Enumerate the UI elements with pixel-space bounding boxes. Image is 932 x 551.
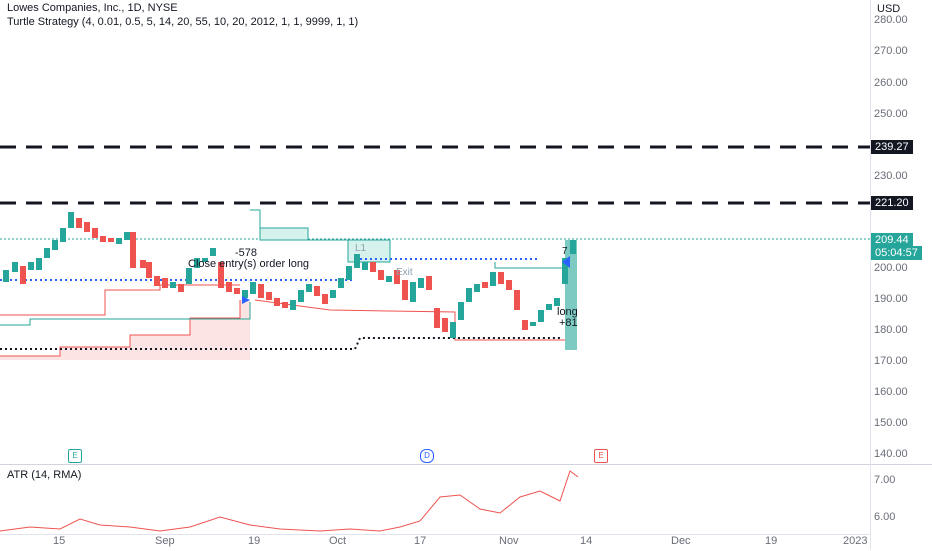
atr-chart [0,470,579,532]
atr-line [0,470,579,532]
earnings-icon[interactable]: E [68,449,82,463]
time-tick: Oct [329,535,347,547]
price-tick: 250.00 [874,108,908,120]
countdown-tag: 05:04:57 [871,246,922,260]
symbol-title[interactable]: Lowes Companies, Inc., 1D, NYSE [7,2,178,14]
breakout-box [259,227,309,241]
price-pane[interactable]: Lowes Companies, Inc., 1D, NYSE Turtle S… [0,0,870,464]
trade-exit-label: Exit [396,267,413,278]
trade-pnl-long: +81 [559,317,578,329]
atr-pane[interactable]: ATR (14, RMA) [0,465,870,535]
price-tick: 180.00 [874,324,908,336]
level-low-tag: 221.20 [871,196,913,210]
channel-low-line-1 [0,300,241,357]
time-tick: Nov [499,535,519,547]
atr-tick: 7.00 [874,474,896,486]
time-tick: 14 [580,535,593,547]
earnings-upcoming-icon[interactable]: E [594,449,608,463]
price-tick: 280.00 [874,14,908,26]
trade-long-label: long [557,306,578,318]
time-tick: 19 [248,535,261,547]
time-axis[interactable] [0,534,870,551]
atr-tick: 6.00 [874,511,896,523]
price-tick: 260.00 [874,77,908,89]
channel-green-line-2 [494,262,565,269]
stop-red-line [254,299,565,341]
black-channel-line [0,337,560,350]
last-price-tag: 209.44 [871,233,913,247]
strategy-label[interactable]: Turtle Strategy (4, 0.01, 0.5, 5, 14, 20… [7,16,359,28]
trade-entry-label: L1 [355,243,367,254]
candles [3,212,576,338]
exit-arrow [242,296,250,304]
time-tick: Sep [155,535,175,547]
time-tick: 15 [53,535,66,547]
entry-arrow [562,256,570,268]
price-tick: 150.00 [874,417,908,429]
time-tick: Dec [671,535,691,547]
trade-close-text: Close entry(s) order long [188,258,310,270]
price-tick: 270.00 [874,45,908,57]
pane-separator[interactable] [0,464,932,465]
price-tick: 170.00 [874,355,908,367]
price-tick: 160.00 [874,386,908,398]
level-high-tag: 239.27 [871,140,913,154]
price-axis[interactable]: USD [870,0,932,550]
price-tick: 140.00 [874,448,908,460]
short-fill [0,300,250,360]
currency-label: USD [877,3,901,15]
dividend-icon[interactable]: D [420,449,434,463]
channel-green-line [0,302,251,326]
price-tick: 230.00 [874,170,908,182]
trade-marker-text: 7 [562,246,568,257]
trade-pnl-close: -578 [235,247,258,259]
time-tick: 2023 [843,535,868,547]
price-tick: 200.00 [874,262,908,274]
channel-low-line-2 [0,284,240,316]
price-tick: 190.00 [874,293,908,305]
time-tick: 19 [765,535,778,547]
time-tick: 17 [414,535,427,547]
price-chart[interactable] [0,0,870,464]
atr-label[interactable]: ATR (14, RMA) [7,469,82,481]
